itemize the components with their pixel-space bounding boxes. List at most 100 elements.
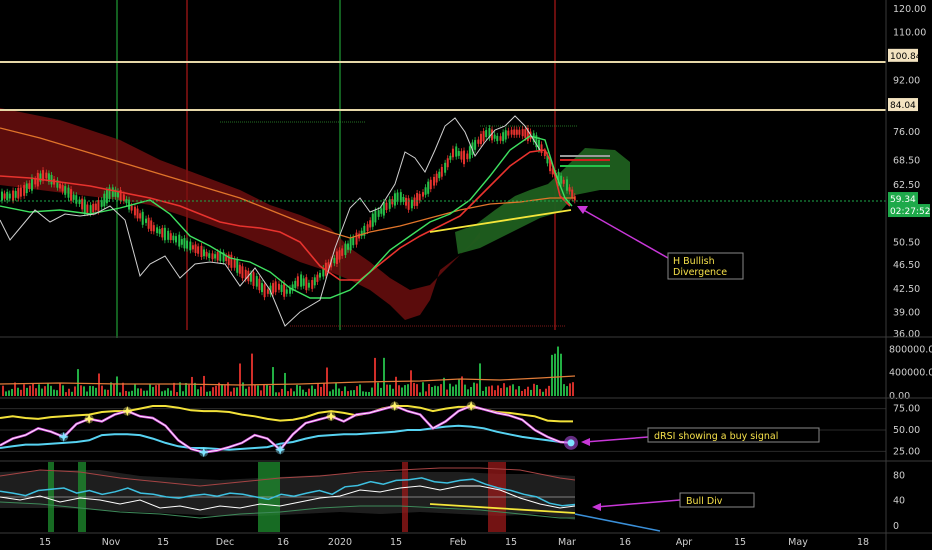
candle-body [313, 277, 316, 286]
candle-body [241, 266, 244, 279]
volume-tick-label: 400000.00 [889, 368, 932, 379]
osc-upper-band [0, 467, 576, 487]
candle-body [568, 187, 571, 192]
volume-bar [242, 382, 244, 396]
volume-bar [278, 392, 280, 396]
candle-body [429, 179, 432, 190]
volume-bar [425, 391, 427, 396]
candle-body [169, 233, 172, 241]
candle-body [58, 183, 61, 189]
volume-bar [131, 390, 133, 396]
volume-bar [296, 384, 298, 396]
candle-body [491, 129, 494, 141]
candle-body [451, 148, 454, 158]
volume-bar [401, 387, 403, 396]
candle-body [67, 187, 70, 198]
volume-bar [419, 392, 421, 396]
candle-body [225, 255, 228, 262]
candle-body [158, 229, 161, 234]
candle-body [261, 283, 264, 293]
volume-bar [56, 390, 58, 396]
volume-bar [152, 386, 154, 396]
candle-body [504, 130, 507, 140]
volume-bar [422, 382, 424, 396]
candle-body [549, 159, 552, 172]
volume-bar [89, 385, 91, 396]
drsi-tick-label: 50.00 [893, 425, 920, 436]
volume-bar [236, 387, 238, 396]
volume-bar [521, 390, 523, 396]
price-tick-label: 39.00 [893, 307, 920, 318]
volume-bar [329, 391, 331, 396]
price-level-label-bg [888, 48, 918, 62]
candle-body [485, 130, 488, 138]
price-divergence-callout: H Bullish Divergence [577, 206, 744, 280]
candle-body [61, 185, 64, 192]
oscillator-panel: Bull Div 80 40 0 [0, 462, 905, 532]
volume-bar [80, 385, 82, 396]
candle-body [546, 155, 549, 164]
volume-bar [251, 353, 253, 396]
volume-bar [350, 390, 352, 396]
volume-bar [74, 386, 76, 396]
candle-body [535, 135, 538, 148]
drsi-callout: dRSI showing a buy signal [581, 427, 820, 446]
volume-bar [524, 389, 526, 396]
callout-line [579, 207, 669, 259]
candle-body [89, 205, 92, 214]
volume-bar [452, 386, 454, 396]
candle-body [186, 240, 189, 249]
volume-bar [221, 384, 223, 396]
volume-bar [26, 387, 28, 396]
volume-bar [215, 385, 217, 396]
time-tick-label: Nov [102, 537, 121, 548]
volume-bar [230, 391, 232, 396]
candle-body [410, 199, 413, 209]
candle-body [349, 237, 352, 251]
volume-bar [125, 390, 127, 396]
drsi-star [122, 406, 133, 417]
future-kijun-stubs [560, 155, 610, 167]
horizontal-levels [0, 61, 886, 202]
candle-body [17, 187, 20, 199]
volume-bar [185, 383, 187, 396]
volume-bar [554, 353, 556, 396]
callout-arrowhead [592, 503, 601, 511]
candle-body [477, 139, 480, 144]
callout-arrowhead [581, 438, 590, 446]
last-price-label-bg [888, 192, 918, 206]
candle-body [147, 217, 150, 229]
volume-bar [104, 389, 106, 396]
candle-body [136, 208, 139, 219]
volume-bar [545, 388, 547, 396]
volume-bar [491, 385, 493, 396]
candle-body [272, 283, 275, 294]
volume-bars [2, 346, 574, 396]
oscillator-line [0, 477, 576, 507]
candle-body [227, 254, 230, 266]
candle-body [249, 273, 252, 282]
osc-tick-label: 80 [893, 470, 905, 481]
ma-red-line [0, 149, 571, 281]
volume-bar [35, 388, 37, 396]
volume-bar [293, 391, 295, 396]
volume-bar [533, 383, 535, 396]
candle-body [355, 232, 358, 245]
volume-bar [383, 357, 385, 396]
callout-box [667, 252, 744, 280]
candle-body [526, 127, 529, 141]
volume-bar [473, 382, 475, 396]
candle-body [1, 191, 3, 201]
candle-body [305, 277, 308, 291]
oscillator-axis: 80 40 0 [893, 470, 905, 532]
volume-bar [476, 383, 478, 396]
candle-body [344, 243, 347, 256]
volume-bar [140, 388, 142, 396]
candle-body [47, 173, 50, 182]
candle-body [393, 193, 396, 206]
candle-body [360, 230, 363, 237]
candle-body [302, 278, 305, 286]
volume-bar [158, 384, 160, 396]
candle-body [366, 224, 369, 232]
volume-bar [488, 386, 490, 396]
